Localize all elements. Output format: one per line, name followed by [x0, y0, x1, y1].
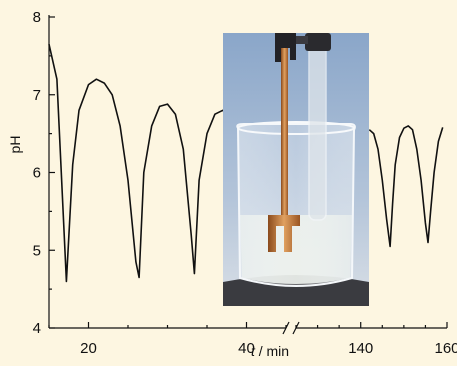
axes: 4 5 6 7 8 20 40 140 160 pH t / min — [7, 9, 457, 359]
x-tick-label-140: 140 — [348, 340, 373, 357]
x-axis-label-unit: / min — [255, 343, 289, 359]
y-tick-label-4: 4 — [33, 320, 41, 337]
y-tick-label-7: 7 — [33, 87, 41, 104]
axis-break-mark-1 — [292, 321, 300, 335]
copper-fork — [268, 215, 300, 252]
copper-electrode — [281, 48, 288, 223]
x-tick-label-40: 40 — [238, 340, 255, 357]
axis-break-mark-0 — [282, 321, 290, 335]
beaker — [236, 123, 356, 287]
x-axis-label-variable: t — [251, 343, 256, 359]
electrode-clamp — [275, 33, 296, 62]
x-tick-label-20: 20 — [80, 340, 97, 357]
ph-trace-1 — [368, 125, 444, 248]
beaker-with-electrodes-photo — [223, 33, 369, 306]
clamp-arm — [296, 36, 308, 44]
y-tick-label-5: 5 — [33, 242, 41, 259]
y-tick-label-8: 8 — [33, 9, 41, 26]
beaker-rim — [237, 121, 355, 135]
y-tick-label-6: 6 — [33, 165, 41, 182]
x-tick-label-160: 160 — [434, 340, 457, 357]
y-axis-label: pH — [7, 136, 23, 154]
electrode-cap — [305, 33, 331, 51]
glass-electrode — [308, 39, 327, 221]
x-axis-label: t / min — [251, 343, 289, 359]
